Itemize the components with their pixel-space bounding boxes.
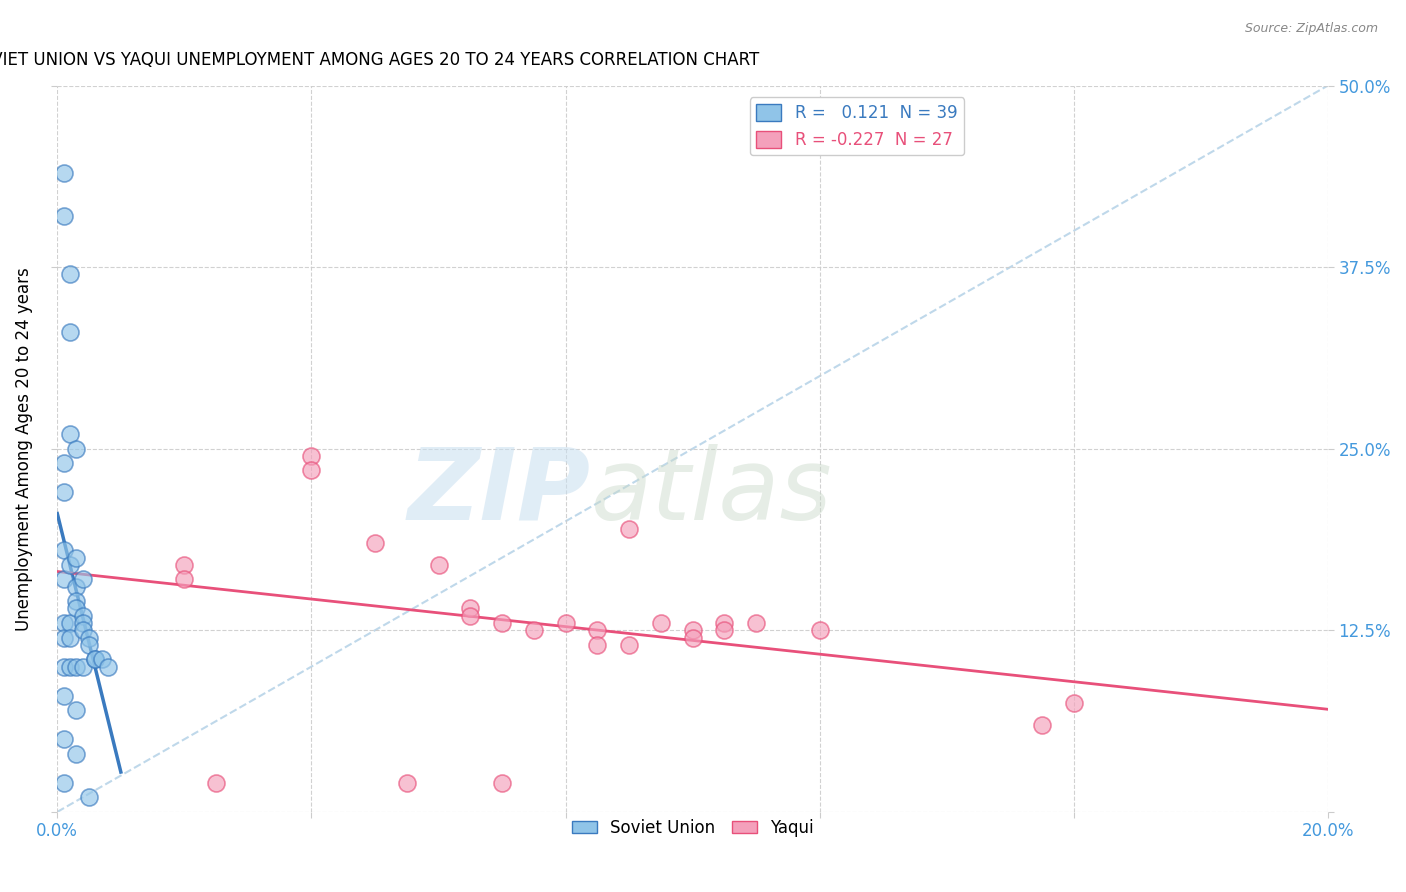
Point <box>52 732 75 747</box>
Text: Source: ZipAtlas.com: Source: ZipAtlas.com <box>1244 22 1378 36</box>
Point <box>77 790 100 805</box>
Point <box>586 638 609 652</box>
Point <box>59 326 82 340</box>
Point <box>713 624 735 638</box>
Point <box>65 703 87 717</box>
Point <box>65 442 87 456</box>
Point <box>52 659 75 673</box>
Point <box>713 615 735 630</box>
Point <box>52 456 75 470</box>
Point <box>52 209 75 223</box>
Point <box>59 659 82 673</box>
Point <box>491 776 513 790</box>
Point <box>59 558 82 572</box>
Point <box>52 485 75 500</box>
Y-axis label: Unemployment Among Ages 20 to 24 years: Unemployment Among Ages 20 to 24 years <box>15 267 32 631</box>
Point <box>808 624 831 638</box>
Point <box>65 747 87 761</box>
Point <box>59 631 82 645</box>
Point <box>554 615 576 630</box>
Point <box>301 449 323 463</box>
Point <box>682 631 704 645</box>
Point <box>59 427 82 442</box>
Point <box>173 558 195 572</box>
Text: SOVIET UNION VS YAQUI UNEMPLOYMENT AMONG AGES 20 TO 24 YEARS CORRELATION CHART: SOVIET UNION VS YAQUI UNEMPLOYMENT AMONG… <box>0 51 759 69</box>
Point <box>90 652 112 666</box>
Point <box>1031 717 1053 731</box>
Point <box>72 615 94 630</box>
Point <box>458 601 481 615</box>
Point <box>205 776 228 790</box>
Point <box>72 608 94 623</box>
Point <box>65 594 87 608</box>
Point <box>65 659 87 673</box>
Point <box>52 166 75 180</box>
Point <box>523 624 546 638</box>
Point <box>682 624 704 638</box>
Point <box>173 573 195 587</box>
Point <box>84 652 107 666</box>
Point <box>52 573 75 587</box>
Point <box>427 558 450 572</box>
Point <box>97 659 120 673</box>
Point <box>52 689 75 703</box>
Point <box>745 615 768 630</box>
Point <box>52 776 75 790</box>
Text: atlas: atlas <box>591 444 832 541</box>
Point <box>84 652 107 666</box>
Point <box>458 608 481 623</box>
Point <box>59 268 82 282</box>
Point <box>77 631 100 645</box>
Point <box>491 615 513 630</box>
Point <box>617 522 640 536</box>
Point <box>65 580 87 594</box>
Point <box>65 550 87 565</box>
Point <box>650 615 672 630</box>
Legend: Soviet Union, Yaqui: Soviet Union, Yaqui <box>565 812 820 844</box>
Point <box>395 776 418 790</box>
Point <box>52 543 75 558</box>
Point <box>586 624 609 638</box>
Point <box>72 573 94 587</box>
Point <box>52 631 75 645</box>
Point <box>52 615 75 630</box>
Point <box>72 624 94 638</box>
Point <box>1063 696 1085 710</box>
Point <box>72 659 94 673</box>
Point <box>77 638 100 652</box>
Point <box>617 638 640 652</box>
Point <box>59 615 82 630</box>
Point <box>301 463 323 477</box>
Text: ZIP: ZIP <box>408 444 591 541</box>
Point <box>364 536 387 550</box>
Point <box>65 601 87 615</box>
